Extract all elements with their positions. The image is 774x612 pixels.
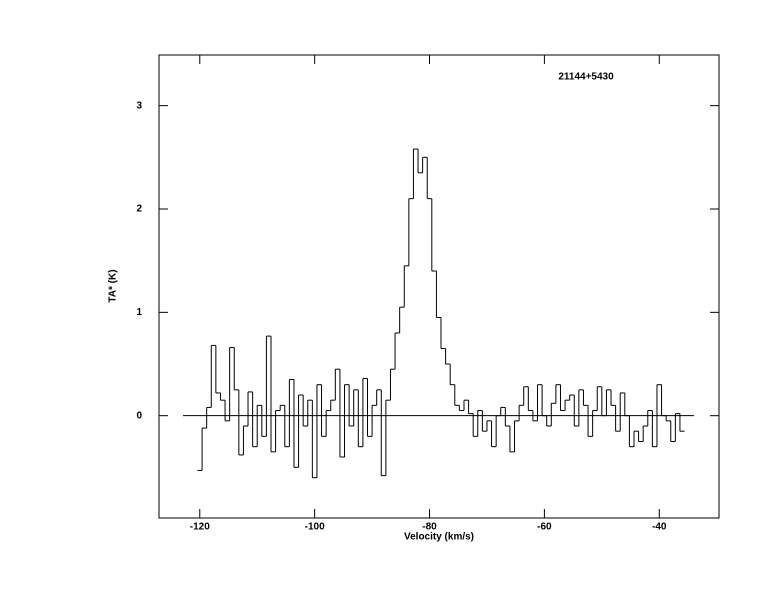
plot-frame xyxy=(158,54,720,519)
chart-title: 21144+5430 xyxy=(558,72,614,83)
y-tick-label: 0 xyxy=(136,410,142,421)
x-tick-label: -40 xyxy=(652,522,667,533)
x-tick-label: -60 xyxy=(537,522,552,533)
y-tick-label: 2 xyxy=(136,204,142,215)
y-tick-label: 1 xyxy=(136,307,142,318)
y-axis-label: TA* (K) xyxy=(108,269,119,302)
x-tick-label: -100 xyxy=(305,522,325,533)
x-tick-label: -120 xyxy=(190,522,210,533)
x-axis-label: Velocity (km/s) xyxy=(404,532,474,543)
x-tick-label: -80 xyxy=(422,522,437,533)
y-tick-label: 3 xyxy=(136,100,142,111)
